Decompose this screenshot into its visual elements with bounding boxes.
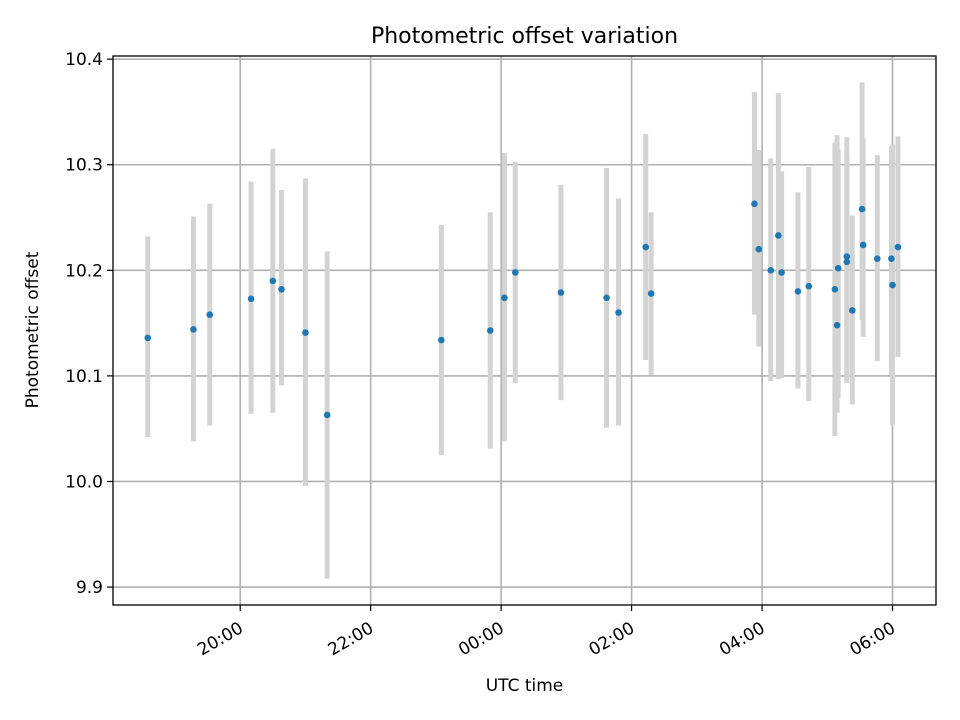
y-tick-label: 10.2	[65, 261, 103, 281]
data-point	[873, 255, 881, 263]
data-point	[775, 232, 782, 239]
y-tick-label: 10.4	[65, 50, 103, 70]
data-point	[894, 243, 902, 251]
data-point	[269, 277, 277, 285]
data-point	[190, 326, 197, 333]
data-point	[438, 336, 445, 344]
data-point	[831, 286, 839, 293]
data-point	[247, 295, 255, 303]
data-points	[144, 200, 902, 419]
data-point	[843, 253, 851, 260]
y-axis-ticks: 9.9 10.0 10.1 10.2 10.3 10.4	[65, 50, 113, 598]
data-point	[642, 243, 650, 251]
data-point	[278, 286, 285, 293]
data-point	[848, 307, 856, 314]
plot-frame	[112, 55, 937, 606]
data-point	[647, 290, 655, 297]
data-point	[859, 241, 867, 249]
data-point	[858, 205, 866, 213]
data-point	[511, 269, 519, 276]
y-axis-label: Photometric offset	[23, 251, 43, 408]
data-point	[767, 267, 775, 274]
data-point	[755, 245, 763, 253]
data-point	[557, 289, 565, 296]
data-point	[751, 200, 758, 208]
data-point	[206, 311, 214, 318]
data-point	[888, 255, 895, 263]
data-point	[778, 269, 785, 276]
data-point	[501, 294, 508, 302]
data-point	[794, 288, 802, 295]
data-point	[603, 294, 610, 302]
data-point	[889, 281, 896, 289]
y-tick-label: 9.9	[76, 578, 103, 598]
data-point	[144, 334, 152, 342]
data-point	[833, 321, 841, 329]
x-axis-label: UTC time	[486, 676, 564, 696]
data-point	[323, 411, 331, 419]
y-tick-label: 10.0	[65, 472, 103, 492]
chart-title: Photometric offset variation	[371, 24, 678, 49]
y-tick-label: 10.1	[65, 367, 103, 387]
data-point	[486, 327, 494, 334]
data-point	[615, 309, 622, 316]
data-point	[834, 264, 842, 272]
data-point	[302, 329, 309, 336]
data-point	[843, 258, 851, 266]
y-tick-label: 10.3	[65, 156, 103, 176]
data-point	[805, 282, 813, 290]
